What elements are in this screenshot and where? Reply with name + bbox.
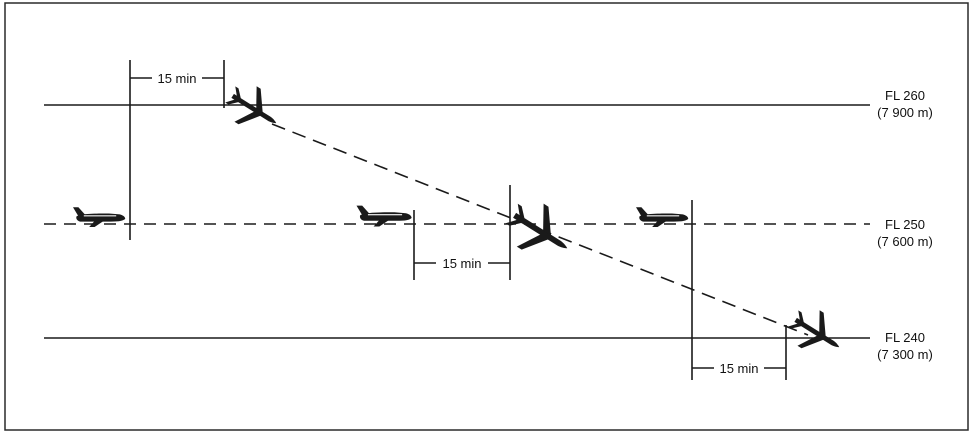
aircraft-right-icon — [636, 207, 689, 227]
middle-separation-label: 15 min — [442, 256, 481, 271]
middle-separation-marker: 15 min — [413, 185, 511, 280]
descending-aircraft-bottom-icon — [782, 300, 851, 365]
fl250-label-group: FL 250 (7 600 m) — [877, 217, 933, 249]
fl250-altitude: (7 600 m) — [877, 234, 933, 249]
descending-aircraft-top-icon — [219, 76, 288, 141]
diagram-border — [4, 2, 969, 431]
fl250-label: FL 250 — [885, 217, 925, 232]
bottom-separation-label: 15 min — [719, 361, 758, 376]
fl260-altitude: (7 900 m) — [877, 105, 933, 120]
fl240-label-group: FL 240 (7 300 m) — [877, 330, 933, 362]
fl240-altitude: (7 300 m) — [877, 347, 933, 362]
fl260-label-group: FL 260 (7 900 m) — [877, 88, 933, 120]
fl240-label: FL 240 — [885, 330, 925, 345]
top-separation-label: 15 min — [157, 71, 196, 86]
fl260-label: FL 260 — [885, 88, 925, 103]
bottom-separation-marker: 15 min — [691, 200, 787, 380]
aircraft-left-icon — [73, 207, 126, 227]
top-separation-marker: 15 min — [129, 60, 225, 240]
